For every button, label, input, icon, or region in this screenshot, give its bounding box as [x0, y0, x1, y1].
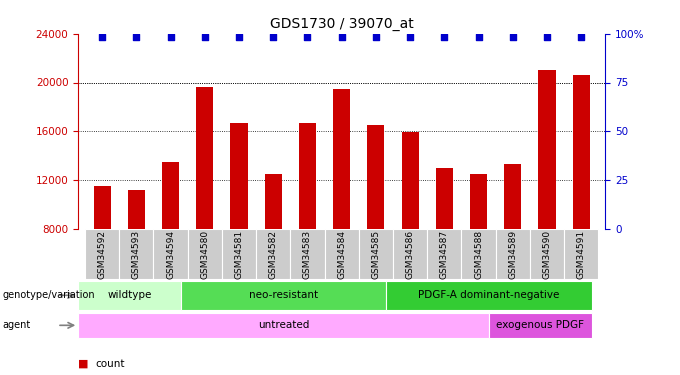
- Bar: [181, 281, 386, 310]
- Text: GSM34594: GSM34594: [166, 230, 175, 279]
- Bar: [564, 229, 598, 279]
- Point: [131, 34, 142, 40]
- Text: GSM34582: GSM34582: [269, 230, 277, 279]
- Bar: [333, 88, 350, 229]
- Bar: [119, 229, 154, 279]
- Point: [371, 34, 381, 40]
- Text: wildtype: wildtype: [107, 290, 152, 300]
- Bar: [367, 125, 384, 229]
- Text: ■: ■: [78, 359, 88, 369]
- Bar: [324, 229, 359, 279]
- Point: [576, 34, 587, 40]
- Point: [97, 34, 107, 40]
- Bar: [573, 75, 590, 229]
- Bar: [359, 229, 393, 279]
- Text: PDGF-A dominant-negative: PDGF-A dominant-negative: [418, 290, 560, 300]
- Point: [541, 34, 552, 40]
- Text: GSM34583: GSM34583: [303, 230, 312, 279]
- Text: GSM34590: GSM34590: [543, 230, 551, 279]
- Bar: [231, 123, 248, 229]
- Bar: [154, 229, 188, 279]
- Bar: [128, 190, 145, 229]
- Point: [337, 34, 347, 40]
- Bar: [78, 313, 489, 338]
- Bar: [393, 229, 427, 279]
- Bar: [290, 229, 324, 279]
- Bar: [299, 123, 316, 229]
- Point: [439, 34, 449, 40]
- Text: count: count: [95, 359, 124, 369]
- Bar: [222, 229, 256, 279]
- Point: [268, 34, 279, 40]
- Bar: [427, 229, 462, 279]
- Point: [165, 34, 176, 40]
- Bar: [462, 229, 496, 279]
- Bar: [265, 174, 282, 229]
- Bar: [85, 229, 119, 279]
- Bar: [436, 168, 453, 229]
- Bar: [386, 281, 592, 310]
- Point: [302, 34, 313, 40]
- Bar: [539, 70, 556, 229]
- Text: GSM34587: GSM34587: [440, 230, 449, 279]
- Bar: [197, 87, 214, 229]
- Point: [234, 34, 245, 40]
- Text: GSM34580: GSM34580: [201, 230, 209, 279]
- Bar: [530, 229, 564, 279]
- Bar: [162, 162, 179, 229]
- Text: untreated: untreated: [258, 320, 309, 330]
- Text: GSM34588: GSM34588: [474, 230, 483, 279]
- Text: agent: agent: [2, 320, 31, 330]
- Text: GSM34591: GSM34591: [577, 230, 585, 279]
- Point: [507, 34, 518, 40]
- Bar: [496, 229, 530, 279]
- Text: exogenous PDGF: exogenous PDGF: [496, 320, 584, 330]
- Bar: [78, 281, 181, 310]
- Bar: [94, 186, 111, 229]
- Text: GSM34592: GSM34592: [98, 230, 107, 279]
- Text: genotype/variation: genotype/variation: [2, 290, 95, 300]
- Text: GSM34589: GSM34589: [509, 230, 517, 279]
- Text: GSM34581: GSM34581: [235, 230, 243, 279]
- Point: [199, 34, 210, 40]
- Bar: [188, 229, 222, 279]
- Text: GSM34584: GSM34584: [337, 230, 346, 279]
- Text: GSM34593: GSM34593: [132, 230, 141, 279]
- Point: [473, 34, 484, 40]
- Bar: [256, 229, 290, 279]
- Point: [405, 34, 415, 40]
- Title: GDS1730 / 39070_at: GDS1730 / 39070_at: [270, 17, 413, 32]
- Text: neo-resistant: neo-resistant: [249, 290, 318, 300]
- Bar: [505, 164, 522, 229]
- Bar: [470, 174, 487, 229]
- Text: GSM34585: GSM34585: [371, 230, 380, 279]
- Bar: [402, 132, 419, 229]
- Bar: [489, 313, 592, 338]
- Text: GSM34586: GSM34586: [406, 230, 415, 279]
